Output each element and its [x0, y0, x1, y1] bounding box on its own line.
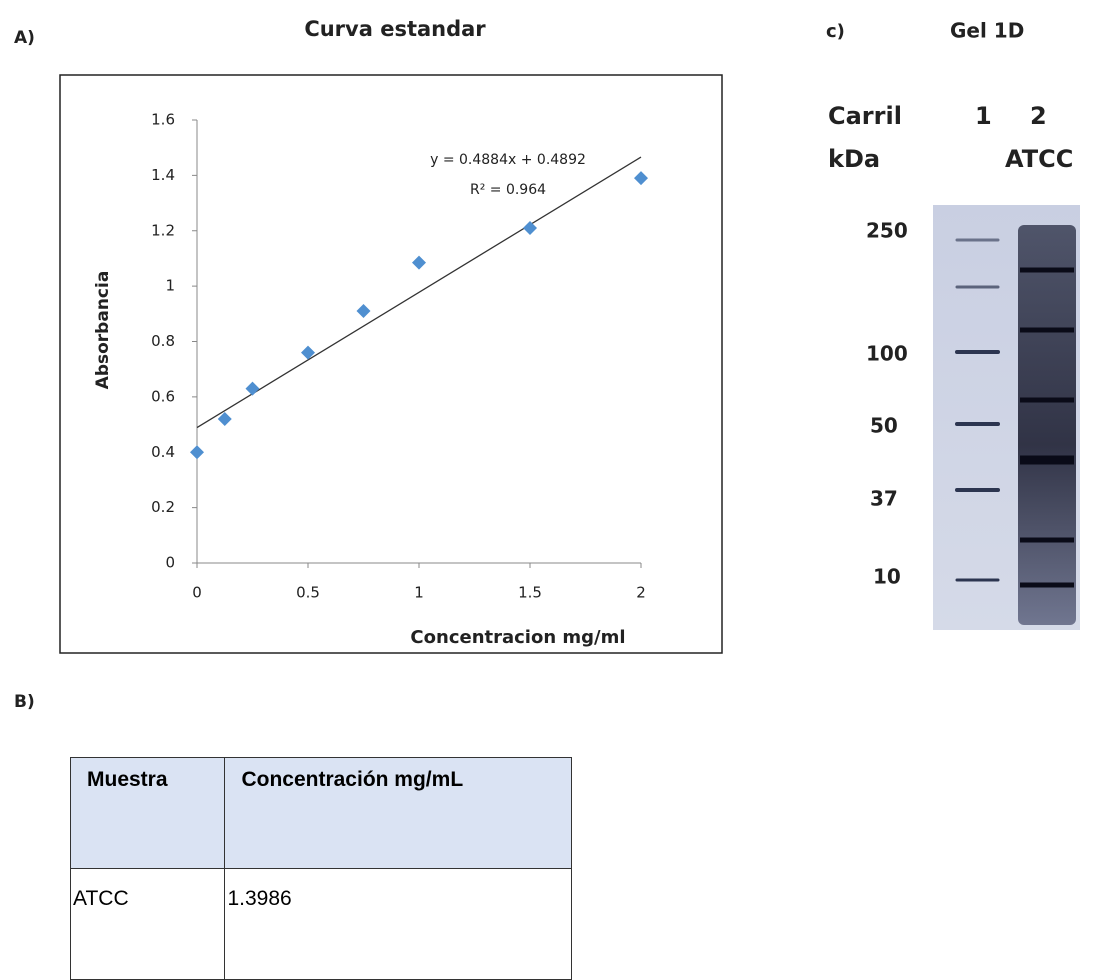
r-squared: R² = 0.964	[470, 182, 546, 198]
marker-label: 50	[870, 414, 898, 438]
lane-name: ATCC	[1005, 145, 1073, 173]
page: A) B) c) Curva estandar Absorbancia Conc…	[0, 0, 1094, 922]
x-tick-label: 2	[636, 584, 646, 602]
y-axis-label: Absorbancia	[93, 271, 113, 390]
x-tick-label: 0	[192, 584, 202, 602]
marker-label: 10	[873, 565, 901, 589]
lane-number: 2	[1030, 102, 1047, 130]
y-tick-label: 0.2	[151, 498, 175, 516]
y-tick-label: 0.6	[151, 387, 175, 405]
unit-label: kDa	[828, 145, 880, 173]
marker-label: 100	[866, 342, 908, 366]
table-header: Concentración mg/mL	[225, 758, 572, 869]
table-cell: ATCC	[71, 869, 225, 980]
y-tick-label: 1	[165, 277, 175, 295]
panel-label: c)	[826, 21, 845, 42]
panel-label: B)	[14, 692, 35, 712]
table-header: Muestra	[71, 758, 225, 869]
x-tick-label: 1.5	[518, 584, 542, 602]
chart-frame	[60, 75, 722, 653]
y-tick-label: 1.6	[151, 111, 175, 129]
gel-title: Gel 1D	[950, 19, 1024, 43]
x-tick-label: 0.5	[296, 584, 320, 602]
lane-header: Carril	[828, 102, 902, 130]
marker-label: 250	[866, 219, 908, 243]
y-tick-label: 1.4	[151, 166, 175, 184]
x-axis-label: Concentracion mg/ml	[410, 627, 625, 648]
y-tick-label: 1.2	[151, 221, 175, 239]
lane-number: 1	[975, 102, 992, 130]
panel-label: A)	[14, 28, 35, 48]
table-cell: 1.3986	[225, 869, 572, 980]
chart-title: Curva estandar	[304, 17, 486, 41]
trendline-equation: y = 0.4884x + 0.4892	[430, 152, 586, 168]
x-tick-label: 1	[414, 584, 424, 602]
sample-lane	[1018, 225, 1076, 625]
y-tick-label: 0	[165, 554, 175, 572]
y-tick-label: 0.4	[151, 443, 175, 461]
marker-label: 37	[870, 487, 898, 511]
y-tick-label: 0.8	[151, 332, 175, 350]
